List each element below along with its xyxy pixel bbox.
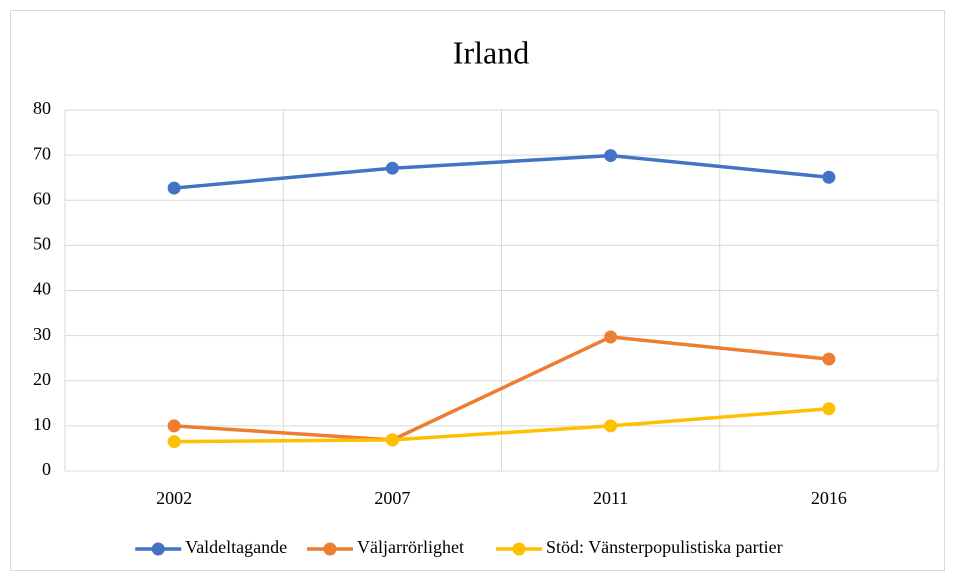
legend-marker <box>323 542 337 556</box>
y-tick-label: 20 <box>33 369 51 389</box>
y-tick-label: 10 <box>33 414 51 434</box>
series-line <box>174 335 830 442</box>
data-point <box>167 181 181 195</box>
y-tick-label: 30 <box>33 324 51 344</box>
data-point <box>604 330 618 344</box>
data-point <box>604 149 618 163</box>
x-tick-label: 2016 <box>811 488 847 508</box>
series-line <box>174 406 830 444</box>
legend-label: Stöd: Vänsterpopulistiska partier <box>546 537 783 557</box>
data-point <box>604 419 618 433</box>
y-tick-label: 50 <box>33 234 51 254</box>
data-point <box>822 402 836 416</box>
series-line <box>173 153 830 190</box>
legend-marker <box>512 542 526 556</box>
data-point <box>385 161 399 175</box>
y-tick-label: 70 <box>33 143 51 163</box>
y-tick-label: 0 <box>42 459 51 479</box>
data-point <box>822 352 836 366</box>
y-tick-label: 60 <box>33 188 51 208</box>
legend-marker <box>151 542 165 556</box>
legend-label: Väljarrörlighet <box>357 537 464 557</box>
x-tick-label: 2002 <box>156 488 192 508</box>
data-point <box>822 170 836 184</box>
data-point <box>167 435 181 449</box>
legend-label: Valdeltagande <box>185 537 287 557</box>
y-tick-label: 40 <box>33 279 51 299</box>
data-point <box>385 433 399 447</box>
x-tick-label: 2007 <box>374 488 410 508</box>
y-tick-label: 80 <box>33 98 51 118</box>
data-point <box>167 419 181 433</box>
chart-title: Irland <box>453 34 529 70</box>
x-tick-label: 2011 <box>593 488 628 508</box>
